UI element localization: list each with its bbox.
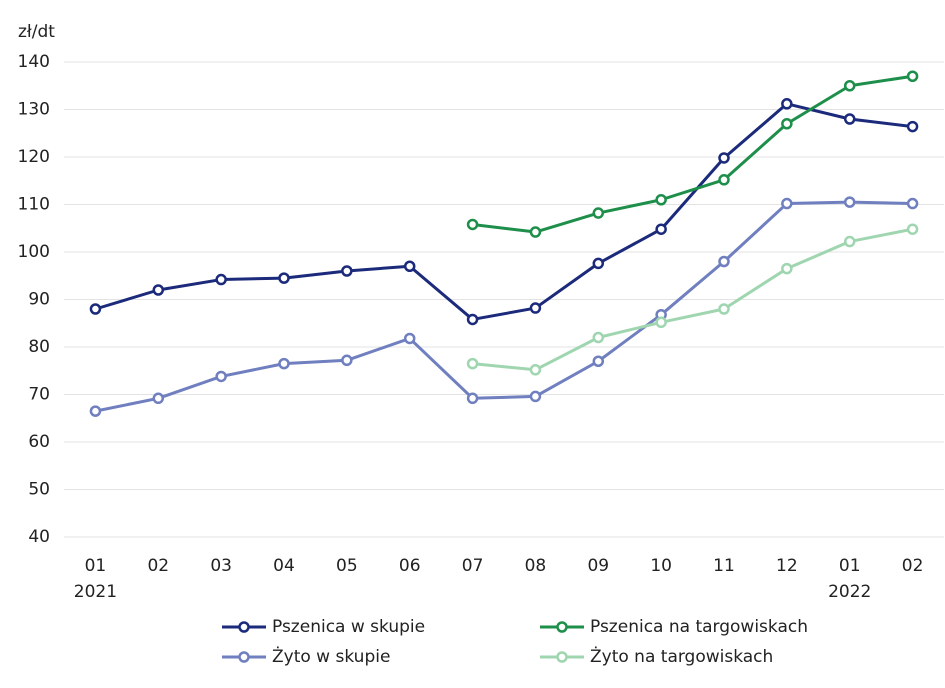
point xyxy=(781,262,793,275)
y-tick-label: 50 xyxy=(28,480,50,500)
point xyxy=(906,197,919,210)
point xyxy=(781,98,793,110)
point xyxy=(906,120,919,133)
point xyxy=(781,197,793,210)
y-tick-label: 120 xyxy=(18,147,50,167)
y-tick-label: 130 xyxy=(18,100,50,120)
point xyxy=(592,355,605,367)
x-tick-label: 01 xyxy=(85,556,107,576)
x-tick-label: 12 xyxy=(776,556,798,576)
point xyxy=(215,370,227,383)
point xyxy=(341,354,353,367)
point xyxy=(843,80,856,92)
point xyxy=(592,257,605,270)
x-tick-label: 05 xyxy=(336,556,358,576)
point xyxy=(278,357,290,370)
point xyxy=(529,364,542,376)
point xyxy=(718,152,730,164)
point xyxy=(655,223,667,235)
point xyxy=(529,390,542,403)
x-tick-label: 04 xyxy=(273,556,295,576)
x-tick-label: 01 xyxy=(839,556,861,576)
y-tick-label: 70 xyxy=(28,385,50,405)
point xyxy=(529,226,542,238)
point xyxy=(215,273,227,286)
point xyxy=(592,331,605,344)
series-line xyxy=(94,102,913,321)
series-line xyxy=(472,227,913,372)
legend-label: Żyto w skupie xyxy=(272,646,390,667)
series-line xyxy=(472,74,913,234)
x-year-label: 2022 xyxy=(828,582,871,602)
series-line xyxy=(95,200,913,413)
point xyxy=(655,316,667,329)
y-tick-label: 100 xyxy=(18,242,50,262)
x-tick-label: 07 xyxy=(462,556,484,576)
x-tick-label: 11 xyxy=(713,556,735,576)
point xyxy=(89,303,102,315)
x-tick-label: 03 xyxy=(210,556,232,576)
point xyxy=(592,207,605,219)
point xyxy=(718,255,730,268)
point xyxy=(466,357,479,370)
y-tick-label: 60 xyxy=(28,432,50,452)
point xyxy=(529,302,542,314)
y-tick-label: 90 xyxy=(28,290,50,310)
point xyxy=(906,70,919,82)
x-tick-label: 02 xyxy=(902,556,924,576)
point xyxy=(466,392,479,405)
y-tick-label: 40 xyxy=(28,527,50,547)
y-tick-label: 110 xyxy=(18,195,50,215)
legend-label: Pszenica w skupie xyxy=(272,617,425,637)
legend-marker xyxy=(556,651,568,663)
legend-marker xyxy=(238,651,250,663)
y-tick-label: 80 xyxy=(28,337,50,357)
x-year-label: 2021 xyxy=(74,582,117,602)
point xyxy=(718,174,730,186)
point xyxy=(906,223,919,235)
legend-label: Żyto na targowiskach xyxy=(590,646,773,667)
point xyxy=(843,196,856,208)
x-tick-label: 02 xyxy=(147,556,169,576)
point xyxy=(278,272,290,284)
x-tick-label: 09 xyxy=(587,556,609,576)
point xyxy=(655,194,667,206)
point xyxy=(466,313,479,326)
point xyxy=(843,235,856,248)
point xyxy=(89,405,102,417)
x-tick-label: 06 xyxy=(399,556,421,576)
point xyxy=(843,113,856,125)
y-unit: zł/dt xyxy=(18,22,55,42)
point xyxy=(718,303,730,315)
point xyxy=(781,118,793,130)
x-tick-label: 08 xyxy=(525,556,547,576)
legend-marker xyxy=(238,621,250,633)
point xyxy=(341,265,353,277)
y-tick-label: 140 xyxy=(18,52,50,72)
legend-label: Pszenica na targowiskach xyxy=(590,617,808,637)
point xyxy=(466,218,479,231)
legend-marker xyxy=(556,621,568,633)
point xyxy=(152,392,165,405)
point xyxy=(403,260,416,272)
x-tick-label: 10 xyxy=(650,556,672,576)
point xyxy=(403,332,416,345)
point xyxy=(152,284,165,296)
